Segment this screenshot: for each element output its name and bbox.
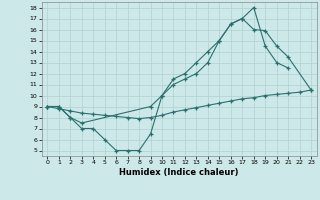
X-axis label: Humidex (Indice chaleur): Humidex (Indice chaleur) <box>119 168 239 177</box>
